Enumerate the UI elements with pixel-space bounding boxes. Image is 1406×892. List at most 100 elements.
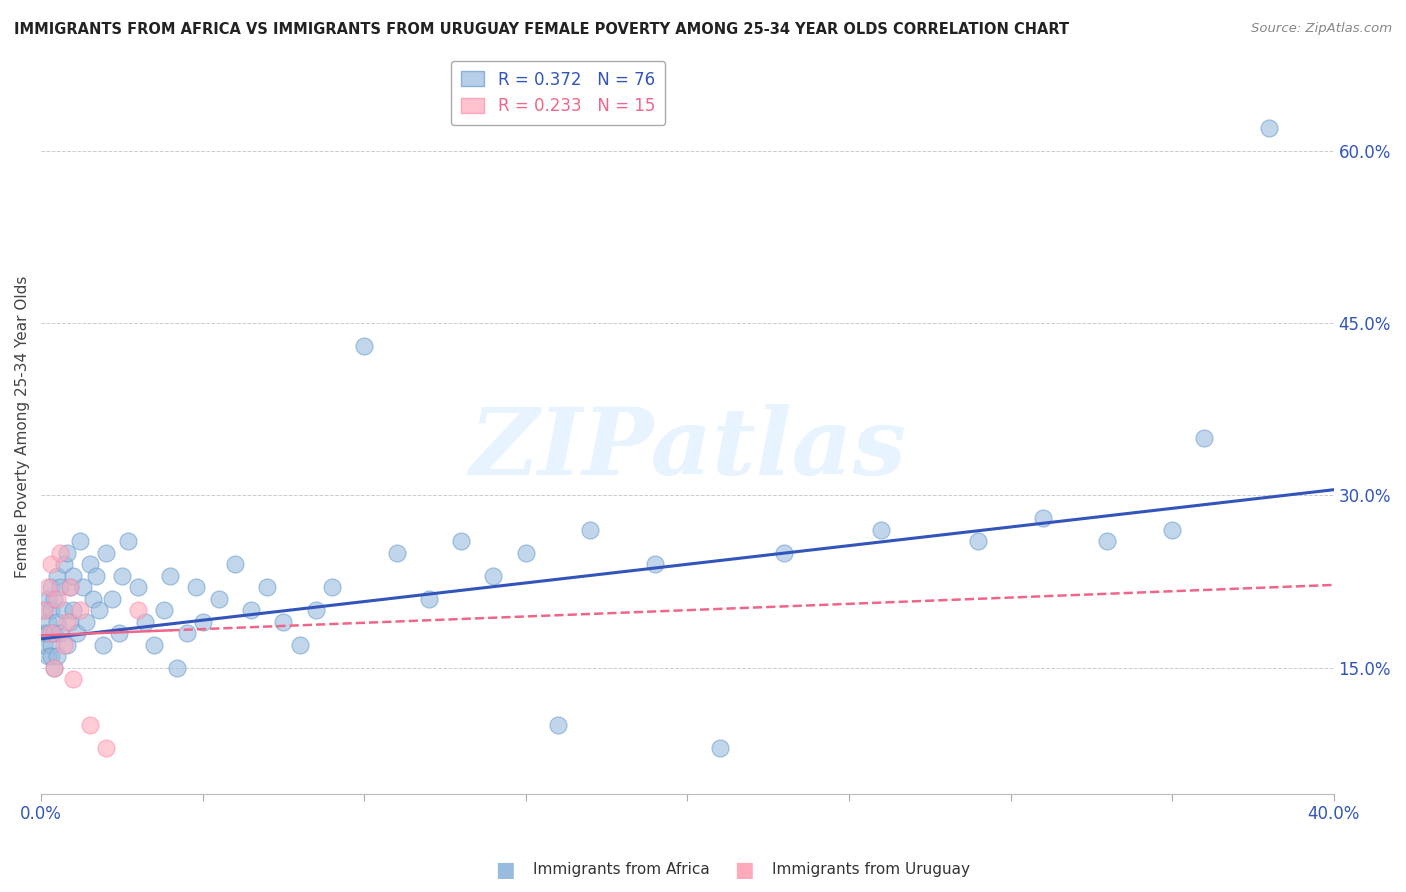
- Point: [59, 580, 82, 594]
- Text: ZIPatlas: ZIPatlas: [468, 404, 905, 493]
- Point: [191, 615, 214, 629]
- Point: [91, 638, 114, 652]
- Point: [967, 534, 990, 549]
- Text: ■: ■: [734, 860, 754, 880]
- Point: [39, 603, 62, 617]
- Point: [94, 740, 117, 755]
- Point: [69, 603, 91, 617]
- Point: [56, 615, 79, 629]
- Point: [42, 591, 65, 606]
- Point: [579, 523, 602, 537]
- Point: [353, 339, 375, 353]
- Point: [547, 718, 569, 732]
- Text: IMMIGRANTS FROM AFRICA VS IMMIGRANTS FROM URUGUAY FEMALE POVERTY AMONG 25-34 YEA: IMMIGRANTS FROM AFRICA VS IMMIGRANTS FRO…: [14, 22, 1069, 37]
- Text: Source: ZipAtlas.com: Source: ZipAtlas.com: [1251, 22, 1392, 36]
- Point: [34, 603, 56, 617]
- Point: [127, 603, 149, 617]
- Point: [256, 580, 278, 594]
- Point: [62, 672, 84, 686]
- Point: [134, 615, 156, 629]
- Point: [305, 603, 328, 617]
- Point: [240, 603, 263, 617]
- Point: [79, 718, 101, 732]
- Point: [176, 626, 198, 640]
- Point: [450, 534, 472, 549]
- Point: [37, 591, 59, 606]
- Point: [94, 546, 117, 560]
- Point: [49, 580, 72, 594]
- Point: [1258, 121, 1281, 136]
- Point: [34, 603, 56, 617]
- Point: [385, 546, 408, 560]
- Point: [42, 660, 65, 674]
- Point: [117, 534, 139, 549]
- Point: [127, 580, 149, 594]
- Y-axis label: Female Poverty Among 25-34 Year Olds: Female Poverty Among 25-34 Year Olds: [15, 276, 30, 578]
- Point: [166, 660, 188, 674]
- Point: [84, 568, 107, 582]
- Point: [34, 626, 56, 640]
- Point: [56, 638, 79, 652]
- Point: [89, 603, 111, 617]
- Point: [1097, 534, 1119, 549]
- Point: [79, 558, 101, 572]
- Point: [107, 626, 129, 640]
- Point: [224, 558, 246, 572]
- Point: [37, 626, 59, 640]
- Point: [52, 638, 75, 652]
- Point: [39, 580, 62, 594]
- Point: [34, 638, 56, 652]
- Point: [1161, 523, 1184, 537]
- Point: [46, 648, 69, 663]
- Point: [39, 626, 62, 640]
- Point: [143, 638, 166, 652]
- Point: [159, 568, 181, 582]
- Point: [56, 546, 79, 560]
- Point: [52, 603, 75, 617]
- Point: [39, 648, 62, 663]
- Text: Immigrants from Uruguay: Immigrants from Uruguay: [772, 863, 970, 877]
- Point: [153, 603, 176, 617]
- Point: [72, 580, 94, 594]
- Point: [111, 568, 134, 582]
- Point: [49, 626, 72, 640]
- Point: [42, 660, 65, 674]
- Point: [709, 740, 731, 755]
- Point: [39, 558, 62, 572]
- Point: [1032, 511, 1054, 525]
- Point: [37, 615, 59, 629]
- Point: [69, 534, 91, 549]
- Point: [66, 626, 89, 640]
- Text: ■: ■: [495, 860, 515, 880]
- Point: [321, 580, 343, 594]
- Point: [62, 603, 84, 617]
- Point: [52, 558, 75, 572]
- Point: [46, 615, 69, 629]
- Legend: R = 0.372   N = 76, R = 0.233   N = 15: R = 0.372 N = 76, R = 0.233 N = 15: [451, 61, 665, 125]
- Point: [870, 523, 893, 537]
- Point: [1194, 431, 1216, 445]
- Point: [186, 580, 208, 594]
- Point: [46, 591, 69, 606]
- Point: [482, 568, 505, 582]
- Point: [42, 626, 65, 640]
- Point: [39, 638, 62, 652]
- Point: [273, 615, 295, 629]
- Point: [62, 568, 84, 582]
- Text: Immigrants from Africa: Immigrants from Africa: [533, 863, 710, 877]
- Point: [101, 591, 124, 606]
- Point: [37, 580, 59, 594]
- Point: [82, 591, 104, 606]
- Point: [75, 615, 97, 629]
- Point: [59, 580, 82, 594]
- Point: [37, 648, 59, 663]
- Point: [418, 591, 440, 606]
- Point: [288, 638, 311, 652]
- Point: [49, 546, 72, 560]
- Point: [59, 615, 82, 629]
- Point: [208, 591, 231, 606]
- Point: [515, 546, 537, 560]
- Point: [773, 546, 796, 560]
- Point: [644, 558, 666, 572]
- Point: [46, 568, 69, 582]
